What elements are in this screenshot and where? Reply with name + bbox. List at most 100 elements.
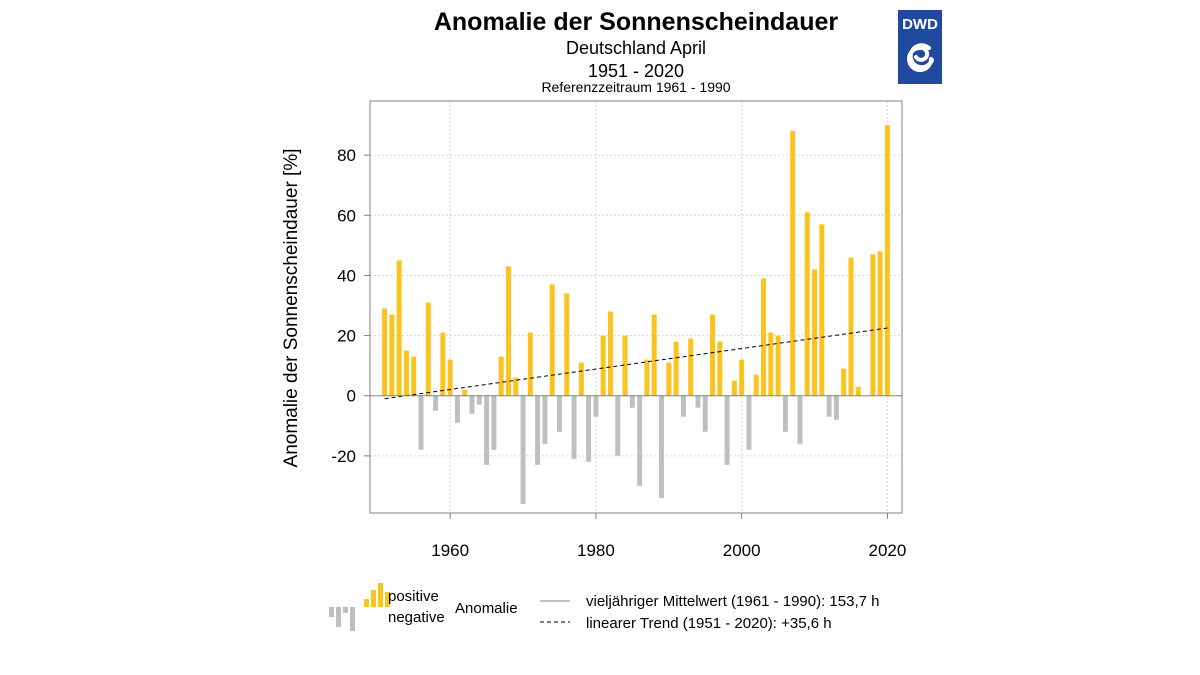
y-tick-label--20: -20	[331, 447, 356, 466]
bar-1995	[702, 395, 708, 432]
bar-1977	[571, 395, 577, 459]
chart-title: Anomalie der Sonnenscheindauer	[433, 8, 839, 36]
trend-layer	[384, 327, 888, 400]
bar-1990	[666, 362, 672, 396]
bar-2011	[819, 224, 825, 396]
bar-1987	[644, 359, 650, 396]
dwd-logo: DWD	[898, 10, 942, 84]
bar-1955	[411, 356, 417, 396]
bar-1983	[615, 395, 621, 456]
legend-bar-icon-2	[371, 590, 376, 607]
bar-2016	[855, 386, 861, 396]
bar-1970	[520, 395, 526, 504]
legend: positive negative Anomalie vieljähriger …	[329, 583, 879, 632]
y-tick-label-0: 0	[347, 387, 356, 406]
bar-1965	[484, 395, 490, 465]
y-tick-label-60: 60	[337, 206, 356, 225]
bar-2010	[812, 269, 818, 396]
bar-1996	[710, 314, 715, 396]
bar-1971	[527, 332, 533, 396]
legend-bar-icon-8	[350, 607, 355, 631]
dwd-logo-text: DWD	[902, 16, 938, 33]
trend-line	[384, 327, 888, 400]
x-tick-label-1980: 1980	[577, 541, 615, 560]
bar-2000	[739, 359, 745, 396]
bar-2013	[833, 395, 839, 420]
bar-1958	[433, 395, 439, 411]
bar-2020	[884, 125, 890, 396]
bar-1999	[731, 380, 737, 396]
bar-1991	[673, 341, 679, 396]
bar-1956	[418, 395, 424, 450]
bar-2004	[768, 332, 774, 396]
legend-mean: vieljähriger Mittelwert (1961 - 1990): 1…	[586, 593, 879, 610]
legend-anomalie: Anomalie	[455, 600, 518, 617]
bar-1988	[651, 314, 657, 396]
bar-1954	[403, 350, 409, 396]
bar-1984	[622, 335, 628, 396]
chart-period: 1951 - 2020	[587, 61, 685, 81]
bar-2015	[848, 257, 854, 396]
bar-1968	[505, 266, 511, 396]
bar-1962	[462, 389, 468, 396]
bar-1960	[447, 359, 453, 396]
bar-2019	[877, 251, 883, 396]
legend-bar-icon-7	[343, 607, 348, 613]
chart-subtitle: Deutschland April	[565, 38, 707, 58]
bar-1967	[498, 356, 504, 396]
bar-1961	[454, 395, 460, 423]
bar-1951	[382, 308, 388, 396]
bar-2003	[761, 278, 767, 396]
bar-1966	[491, 395, 497, 450]
bar-1972	[535, 395, 541, 465]
bar-2002	[753, 374, 759, 396]
bar-1969	[513, 377, 519, 396]
bar-1980	[593, 395, 599, 417]
bar-layer	[382, 125, 890, 504]
bar-1963	[469, 395, 475, 414]
bar-1997	[717, 341, 723, 396]
chart-reference-period: Referenzzeitraum 1961 - 1990	[541, 79, 731, 95]
bar-1985	[629, 395, 635, 408]
bar-1992	[680, 395, 686, 417]
bar-1964	[476, 395, 482, 405]
bar-1974	[549, 284, 555, 396]
bar-2012	[826, 395, 832, 417]
legend-bar-icon-5	[329, 607, 334, 617]
bar-1998	[724, 395, 730, 465]
bar-2009	[804, 212, 810, 396]
bar-1975	[557, 395, 562, 432]
y-tick-label-20: 20	[337, 327, 356, 346]
bar-1981	[600, 335, 606, 396]
bar-1993	[688, 338, 694, 396]
bar-2007	[790, 131, 796, 396]
legend-bar-icon-1	[364, 599, 369, 607]
legend-bar-icon-6	[336, 607, 341, 627]
legend-positive: positive	[388, 588, 439, 605]
bar-1957	[425, 302, 431, 396]
bar-1986	[637, 395, 643, 486]
x-tick-label-2020: 2020	[869, 541, 907, 560]
plot-frame	[369, 100, 903, 514]
bar-2014	[841, 368, 847, 396]
x-tick-label-1960: 1960	[431, 541, 469, 560]
bar-1979	[586, 395, 592, 462]
bar-2008	[797, 395, 803, 444]
bar-1952	[389, 314, 395, 396]
legend-negative: negative	[388, 609, 445, 626]
bar-1989	[659, 395, 664, 498]
bar-1978	[578, 362, 584, 396]
bar-1994	[695, 395, 701, 408]
bar-1982	[608, 311, 613, 396]
bar-2001	[746, 395, 752, 450]
x-tick-label-2000: 2000	[723, 541, 761, 560]
bar-2005	[775, 335, 781, 396]
legend-bar-icon-3	[378, 583, 383, 607]
bar-1959	[440, 332, 446, 396]
bar-1973	[542, 395, 548, 444]
y-axis-label: Anomalie der Sonnenscheindauer [%]	[281, 149, 302, 468]
legend-bar-icon-4	[385, 592, 390, 607]
bar-1976	[564, 293, 570, 396]
bar-1953	[396, 260, 402, 396]
